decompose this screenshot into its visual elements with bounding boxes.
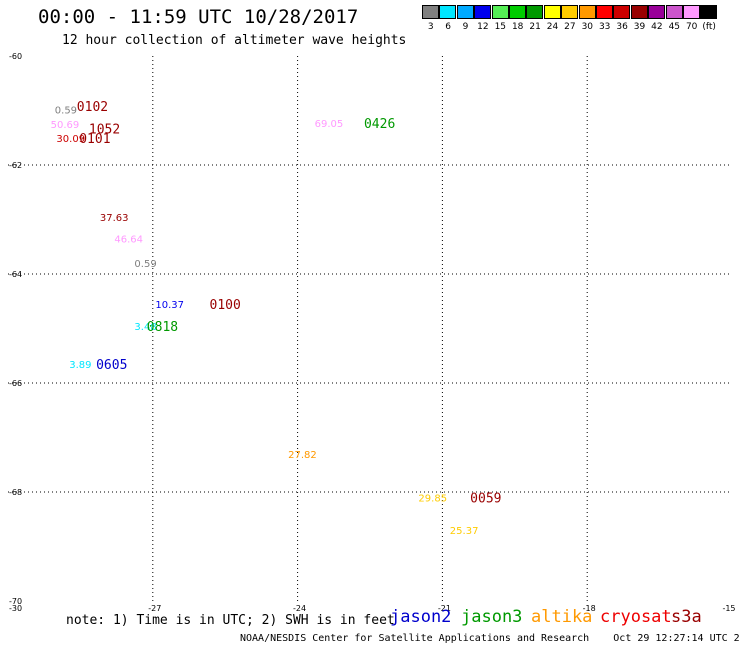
colorbar-label: 33 xyxy=(598,22,611,32)
y-tick-label: -70 xyxy=(9,597,22,606)
colorbar-swatch xyxy=(422,5,439,19)
time-label: 0059 xyxy=(470,491,501,506)
colorbar-label: 36 xyxy=(616,22,628,32)
data-label: 0.59 xyxy=(55,105,77,116)
colorbar-label: 27 xyxy=(564,22,576,32)
y-tick-label: -64 xyxy=(9,270,22,279)
colorbar-label: 70 xyxy=(685,22,698,32)
colorbar-swatch xyxy=(613,5,631,19)
colorbar-label: 12 xyxy=(477,22,489,32)
colorbar-swatch xyxy=(630,5,648,19)
time-label: 0818 xyxy=(147,320,178,335)
colorbar-label: (ft) xyxy=(702,22,716,32)
colorbar-label: 45 xyxy=(668,22,681,32)
legend-jason3: jason3 xyxy=(461,607,523,627)
x-tick-label: -24 xyxy=(293,604,306,613)
data-label: 69.05 xyxy=(315,119,344,130)
colorbar-swatch xyxy=(578,5,596,19)
data-label: 50.69 xyxy=(51,120,80,131)
data-label: 3.89 xyxy=(69,360,91,371)
colorbar-swatch xyxy=(700,5,718,19)
time-label: 0426 xyxy=(364,117,395,132)
x-tick-label: -18 xyxy=(583,604,596,613)
colorbar-swatch xyxy=(665,5,683,19)
colorbar-swatch xyxy=(439,5,457,19)
data-label: 27.82 xyxy=(288,450,317,461)
data-label: 37.63 xyxy=(100,213,129,224)
credit-line: NOAA/NESDIS Center for Satellite Applica… xyxy=(240,633,740,644)
colorbar-swatch xyxy=(491,5,509,19)
colorbar-swatch xyxy=(683,5,700,19)
chart-title: 00:00 - 11:59 UTC 10/28/2017 xyxy=(38,6,359,28)
legend-altika: altika xyxy=(531,607,593,627)
x-tick-label: -15 xyxy=(722,604,735,613)
x-tick-label: -27 xyxy=(148,604,161,613)
time-label: 0102 xyxy=(77,100,108,115)
colorbar-label: 3 xyxy=(427,22,434,32)
colorbar-swatch xyxy=(648,5,666,19)
data-label: 46.64 xyxy=(114,235,143,246)
x-tick-label: -30 xyxy=(9,604,22,613)
colorbar-label: 42 xyxy=(651,22,663,32)
colorbar-swatch xyxy=(596,5,613,19)
colorbar-label: 6 xyxy=(445,22,451,32)
colorbar-label: 9 xyxy=(462,22,469,32)
colorbar-swatch xyxy=(561,5,579,19)
legend-cryosat: cryosat xyxy=(600,607,672,627)
legend-jason2: jason2 xyxy=(390,607,452,627)
colorbar-swatch xyxy=(526,5,544,19)
data-label: 0.59 xyxy=(134,259,156,270)
colorbar-swatch xyxy=(543,5,561,19)
data-label: 3.48 xyxy=(134,322,156,333)
time-label: 1052 xyxy=(89,122,120,137)
y-tick-label: -62 xyxy=(9,161,22,170)
colorbar-swatch xyxy=(456,5,474,19)
colorbar-label: 21 xyxy=(529,22,541,32)
data-label: 25.37 xyxy=(450,526,479,537)
colorbar-label: 39 xyxy=(633,22,646,32)
colorbar-label: 15 xyxy=(494,22,507,32)
legend-s3a: s3a xyxy=(671,607,702,627)
y-tick-label: -66 xyxy=(9,379,22,388)
y-tick-label: -68 xyxy=(9,488,22,497)
colorbar-swatch xyxy=(509,5,526,19)
data-label: 30.09 xyxy=(56,134,85,145)
data-label: 10.37 xyxy=(155,300,184,311)
time-label: 0100 xyxy=(210,298,241,313)
y-tick-label: -60 xyxy=(9,52,22,61)
chart-subtitle: 12 hour collection of altimeter wave hei… xyxy=(62,33,407,48)
colorbar-label: 18 xyxy=(511,22,524,32)
time-label: 0101 xyxy=(79,132,110,147)
colorbar-swatch xyxy=(474,5,492,19)
units-note: note: 1) Time is in UTC; 2) SWH is in fe… xyxy=(66,613,395,628)
colorbar-label: 24 xyxy=(546,22,559,32)
time-label: 0605 xyxy=(96,358,127,373)
x-tick-label: -21 xyxy=(438,604,451,613)
data-label: 29.85 xyxy=(418,493,447,504)
colorbar-label: 30 xyxy=(581,22,594,32)
